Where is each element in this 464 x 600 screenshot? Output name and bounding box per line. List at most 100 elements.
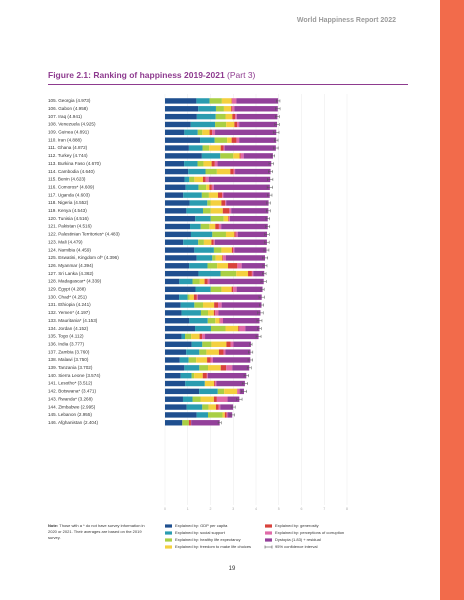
bar-segment — [209, 129, 213, 136]
note-label: Note: — [48, 523, 59, 528]
bar-segment — [189, 263, 208, 269]
bar-segment — [213, 239, 215, 245]
bar-segment — [234, 247, 267, 253]
error-bar — [257, 327, 262, 331]
bar-segment — [228, 263, 238, 269]
bar-segment — [224, 412, 227, 418]
bar-segment — [198, 184, 207, 190]
bar-segment — [202, 372, 207, 379]
bar-segment — [196, 98, 210, 104]
bar-segment — [165, 380, 186, 387]
x-tick-label: 4 — [255, 507, 257, 511]
category-label: 127. Sri Lanka (4.362) — [48, 271, 94, 276]
bar-segment — [204, 380, 215, 387]
error-bar — [259, 303, 264, 307]
figure-title: Figure 2.1: Ranking of happiness 2019-20… — [48, 70, 255, 80]
legend-swatch — [265, 531, 272, 535]
bar-segment — [210, 208, 223, 214]
bar-segment — [185, 333, 192, 340]
error-bar — [262, 256, 268, 260]
bar-segment — [202, 208, 211, 214]
bar-segment — [165, 168, 189, 175]
bar-segment — [227, 137, 232, 143]
bar-segment — [200, 310, 208, 316]
bar-segment — [165, 341, 192, 347]
bar-segment — [165, 294, 180, 300]
bar-segment — [205, 333, 259, 340]
category-label: 117. Uganda (4.603) — [48, 192, 90, 197]
bar-segment — [206, 184, 210, 190]
legend-label: Explained by: healthy life expectancy — [175, 537, 241, 542]
bar-segment — [185, 184, 199, 190]
bar-segment — [211, 239, 214, 245]
error-bar — [246, 366, 252, 370]
bar-segment — [186, 404, 203, 410]
bar-segment — [211, 341, 227, 347]
bar-segment — [203, 161, 212, 167]
bar-segment — [239, 153, 241, 159]
bar-segment — [207, 365, 221, 371]
bar-segment — [209, 98, 222, 104]
bar-segment — [196, 294, 198, 300]
bar-segment — [199, 333, 203, 340]
category-label: 134. Jordan (4.152) — [48, 326, 89, 331]
bar-segment — [165, 263, 190, 269]
bar-segment — [232, 113, 236, 120]
bar-segment — [223, 255, 226, 261]
bar-segment — [188, 420, 191, 426]
side-strip — [440, 0, 464, 600]
bar-segment — [215, 113, 226, 120]
bar-segment — [206, 349, 219, 355]
bar-segment — [218, 310, 261, 316]
category-label: 146. Afghanistan (2.404) — [48, 420, 99, 425]
bar-segment — [220, 404, 234, 410]
bar-segment — [226, 121, 235, 128]
bar-segment — [202, 302, 215, 308]
category-label: 131. Ethiopia (4.241) — [48, 302, 91, 307]
bar-segment — [231, 106, 233, 112]
error-bar — [274, 122, 280, 126]
error-bar — [247, 358, 253, 362]
bar-segment — [200, 223, 210, 230]
bar-segment — [165, 176, 185, 183]
bar-segment — [165, 215, 196, 222]
bar-segment — [199, 349, 207, 355]
bar-segment — [217, 388, 225, 395]
bar-segment — [233, 247, 235, 253]
bar-segment — [179, 278, 193, 285]
bar-segment — [226, 365, 233, 371]
bar-segment — [207, 412, 223, 418]
bar-segment — [212, 255, 216, 261]
bar-segment — [165, 184, 186, 190]
bar-segment — [215, 318, 220, 324]
error-bar — [229, 413, 235, 417]
bar-segment — [202, 129, 210, 136]
bar-segment — [236, 137, 240, 143]
bar-segment — [165, 412, 197, 418]
bar-segment — [214, 161, 218, 167]
bar-segment — [223, 106, 232, 112]
bar-segment — [213, 184, 270, 190]
bar-segment — [196, 255, 213, 261]
bar-segment — [207, 310, 214, 316]
bar-segment — [222, 255, 224, 261]
bar-segment — [202, 333, 206, 340]
bar-segment — [236, 270, 249, 277]
bar-segment — [233, 153, 240, 159]
bar-segment — [165, 270, 199, 277]
bar-segment — [198, 270, 221, 277]
bar-segment — [165, 357, 180, 363]
bar-segment — [231, 137, 237, 143]
bar-segment — [165, 310, 182, 316]
bar-segment — [241, 263, 265, 269]
bar-segment — [213, 396, 217, 402]
category-label: 118. Nigeria (4.552) — [48, 200, 89, 205]
error-bar — [268, 170, 273, 174]
bar-segment — [219, 318, 221, 324]
x-tick-label: 5 — [278, 507, 280, 511]
category-label: 140. Sierra Leone (3.574) — [48, 373, 101, 378]
bar-segment — [220, 153, 234, 159]
bar-segment — [165, 349, 187, 355]
bar-segment — [208, 176, 271, 183]
category-label: 124. Namibia (4.459) — [48, 247, 91, 252]
